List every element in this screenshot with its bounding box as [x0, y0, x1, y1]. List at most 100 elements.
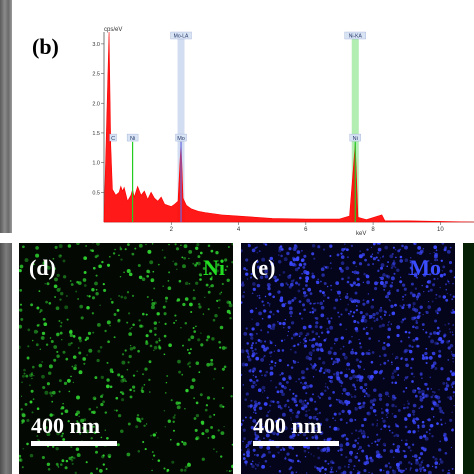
mo-signal-dot — [354, 407, 358, 411]
ni-signal-dot — [46, 382, 50, 386]
mo-signal-dot — [241, 249, 243, 253]
mo-signal-dot — [402, 406, 406, 410]
mo-signal-dot — [341, 434, 345, 438]
mo-signal-dot — [281, 349, 285, 352]
ni-signal-dot — [216, 263, 220, 266]
mo-signal-dot — [430, 263, 432, 265]
mo-signal-dot — [374, 287, 378, 291]
ni-signal-dot — [26, 418, 30, 422]
y-tick-label: 0.5 — [92, 190, 100, 196]
mo-signal-dot — [423, 468, 427, 472]
mo-signal-dot — [444, 387, 448, 391]
ni-signal-dot — [131, 252, 135, 256]
mo-signal-dot — [253, 454, 256, 456]
mo-signal-dot — [446, 292, 449, 295]
mo-signal-dot — [261, 317, 264, 320]
eds-spectrum-chart: cps/eV 2 4 6 8 10 0.5 1.0 1.5 2.0 2.5 3.0 C Ni Mo Ni M… — [84, 22, 474, 240]
mo-signal-dot — [414, 327, 417, 329]
mo-signal-dot — [281, 372, 284, 375]
ni-scale-bar — [31, 441, 117, 446]
mo-signal-dot — [247, 440, 252, 445]
ni-signal-dot — [207, 308, 210, 311]
ni-signal-dot — [95, 288, 98, 291]
mo-signal-dot — [245, 272, 249, 276]
mo-signal-dot — [348, 368, 350, 370]
ni-signal-dot — [119, 275, 122, 278]
mo-signal-dot — [305, 392, 308, 395]
mo-signal-dot — [329, 262, 332, 264]
mo-signal-dot — [403, 404, 405, 406]
mo-signal-dot — [443, 434, 446, 437]
mo-signal-dot — [347, 276, 350, 280]
mo-signal-dot — [438, 307, 441, 309]
mo-signal-dot — [360, 319, 365, 323]
mo-signal-dot — [408, 349, 413, 354]
ni-signal-dot — [113, 313, 117, 316]
mo-signal-dot — [353, 319, 357, 324]
mo-signal-dot — [294, 351, 297, 354]
mo-signal-dot — [241, 362, 246, 367]
mo-signal-dot — [299, 432, 302, 434]
ni-signal-dot — [180, 244, 182, 246]
mo-signal-dot — [367, 352, 371, 356]
mo-signal-dot — [430, 339, 435, 344]
mo-signal-dot — [313, 465, 317, 469]
mo-signal-dot — [333, 373, 336, 376]
mo-signal-dot — [447, 322, 450, 325]
ni-signal-dot — [156, 312, 160, 316]
mo-signal-dot — [357, 364, 360, 367]
mo-signal-dot — [317, 456, 321, 460]
mo-signal-dot — [308, 409, 310, 411]
ni-signal-dot — [78, 336, 82, 340]
ni-signal-dot — [142, 373, 144, 376]
mo-signal-dot — [390, 323, 392, 325]
mo-signal-dot — [256, 260, 259, 263]
mo-signal-dot — [440, 423, 443, 426]
mo-signal-dot — [314, 400, 317, 403]
ni-signal-dot — [192, 296, 196, 301]
mo-signal-dot — [254, 431, 257, 434]
ni-signal-dot — [181, 256, 184, 259]
ni-signal-dot — [174, 262, 178, 266]
mo-signal-dot — [319, 396, 321, 399]
ni-signal-dot — [57, 466, 60, 468]
ni-signal-dot — [73, 366, 77, 371]
mo-signal-dot — [408, 331, 411, 334]
ni-signal-dot — [153, 345, 158, 350]
mo-signal-dot — [450, 384, 453, 387]
mo-signal-dot — [355, 429, 358, 432]
mo-signal-dot — [256, 246, 258, 249]
mo-signal-dot — [301, 376, 305, 380]
mo-signal-dot — [367, 293, 370, 295]
mo-signal-dot — [420, 389, 425, 394]
mo-signal-dot — [251, 380, 253, 382]
mo-signal-dot — [453, 276, 455, 279]
ni-signal-dot — [190, 310, 193, 314]
mo-signal-dot — [427, 389, 429, 391]
ni-signal-dot — [122, 378, 126, 382]
mo-signal-dot — [430, 424, 434, 428]
ni-signal-dot — [126, 291, 130, 294]
ni-signal-dot — [226, 265, 229, 268]
mo-signal-dot — [399, 259, 404, 263]
mo-signal-dot — [316, 280, 320, 285]
mo-signal-dot — [394, 358, 397, 360]
ni-signal-dot — [64, 305, 69, 310]
mo-signal-dot — [396, 289, 400, 292]
peak-label: C — [111, 136, 115, 142]
ni-signal-dot — [72, 335, 76, 338]
ni-signal-dot — [67, 420, 70, 423]
mo-signal-dot — [371, 423, 375, 426]
ni-signal-dot — [230, 470, 233, 472]
mo-signal-dot — [436, 342, 439, 345]
ni-signal-dot — [120, 258, 123, 261]
mo-signal-dot — [327, 375, 331, 379]
mo-signal-dot — [387, 335, 391, 339]
mo-signal-dot — [418, 251, 423, 255]
mo-signal-dot — [346, 362, 351, 367]
mo-signal-dot — [267, 286, 271, 291]
mo-signal-dot — [333, 351, 337, 356]
ni-signal-dot — [56, 431, 60, 436]
mo-signal-dot — [451, 331, 454, 333]
ni-signal-dot — [76, 410, 81, 415]
